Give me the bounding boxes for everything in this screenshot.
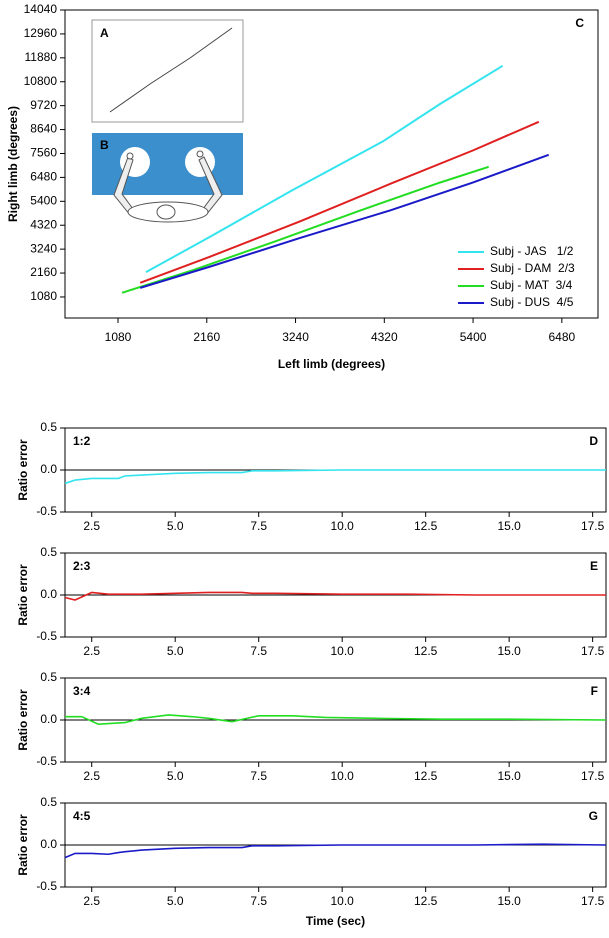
y-tick-label: 6480	[30, 170, 57, 184]
data-line	[64, 843, 607, 859]
x-tick-label: 7.5	[250, 894, 267, 908]
data-line	[65, 714, 607, 726]
inset-label: B	[100, 138, 109, 152]
y-tick-label: 8640	[30, 122, 57, 136]
panel-label: G	[589, 809, 598, 823]
y-tick-label: 2160	[30, 265, 57, 279]
legend-label: Subj - DUS 4/5	[490, 295, 574, 309]
x-tick-label: 4320	[371, 330, 398, 344]
x-tick-label: 2160	[193, 330, 220, 344]
inset-b-head	[156, 204, 176, 220]
y-tick-label: -0.5	[36, 754, 57, 768]
y-tick-label: 1080	[30, 289, 57, 303]
x-tick-label: 5.0	[167, 769, 184, 783]
y-tick-label: 3240	[30, 241, 57, 255]
x-tick-label: 7.5	[250, 519, 267, 533]
ratio-label: 1:2	[73, 434, 91, 448]
x-tick-label: 15.0	[497, 894, 521, 908]
y-tick-label: 0.5	[40, 670, 57, 684]
y-tick-label: 0.5	[40, 545, 57, 559]
y-axis-title: Ratio error	[16, 814, 30, 876]
x-tick-label: 10.0	[330, 519, 354, 533]
ratio-label: 2:3	[73, 559, 91, 573]
x-tick-label: 17.5	[581, 644, 605, 658]
x-tick-label: 1080	[105, 330, 132, 344]
data-line	[145, 64, 504, 274]
y-tick-label: 0.0	[40, 712, 57, 726]
inset-a-frame	[91, 19, 244, 123]
x-tick-label: 2.5	[83, 644, 100, 658]
data-line	[64, 469, 606, 485]
y-tick-label: 5400	[30, 193, 57, 207]
data-line	[64, 591, 606, 601]
plot-frame	[64, 9, 599, 319]
x-tick-label: 10.0	[330, 894, 354, 908]
y-tick-label: 4320	[30, 217, 57, 231]
y-tick-label: 7560	[30, 146, 57, 160]
ratio-label: 3:4	[73, 684, 91, 698]
panel-label: F	[591, 684, 598, 698]
y-tick-label: 14040	[24, 2, 58, 16]
x-tick-label: 15.0	[497, 769, 521, 783]
panel-label: C	[575, 16, 584, 30]
x-tick-label: 12.5	[414, 769, 438, 783]
x-axis-title: Time (sec)	[306, 914, 365, 928]
y-tick-label: 12960	[24, 26, 58, 40]
y-tick-label: 9720	[30, 98, 57, 112]
x-tick-label: 5400	[460, 330, 487, 344]
y-tick-label: -0.5	[36, 504, 57, 518]
y-axis-title: Right limb (degrees)	[6, 106, 20, 222]
x-tick-label: 2.5	[83, 769, 100, 783]
data-line	[139, 120, 540, 284]
x-tick-label: 17.5	[581, 769, 605, 783]
y-tick-label: 11880	[25, 50, 58, 64]
x-tick-label: 12.5	[414, 519, 438, 533]
x-tick-label: 5.0	[167, 644, 184, 658]
x-axis-title: Left limb (degrees)	[278, 357, 385, 371]
y-tick-label: 0.0	[40, 837, 57, 851]
ratio-label: 4:5	[73, 809, 91, 823]
x-tick-label: 3240	[282, 330, 309, 344]
x-tick-label: 7.5	[250, 644, 267, 658]
x-tick-label: 2.5	[83, 519, 100, 533]
inset-b-background	[92, 133, 243, 195]
y-tick-label: 0.0	[40, 587, 57, 601]
y-tick-label: -0.5	[36, 879, 57, 893]
legend-label: Subj - DAM 2/3	[490, 261, 575, 275]
x-tick-label: 12.5	[414, 894, 438, 908]
x-tick-label: 15.0	[497, 519, 521, 533]
x-tick-label: 6480	[548, 330, 575, 344]
inset-label: A	[100, 26, 109, 40]
inset-b-handle	[196, 150, 204, 158]
x-tick-label: 5.0	[167, 519, 184, 533]
y-tick-label: 0.5	[40, 420, 57, 434]
y-axis-title: Ratio error	[16, 689, 30, 751]
x-tick-label: 10.0	[330, 644, 354, 658]
legend-label: Subj - JAS 1/2	[490, 244, 574, 258]
data-line	[139, 153, 550, 289]
legend-label: Subj - MAT 3/4	[490, 278, 573, 292]
y-axis-title: Ratio error	[16, 564, 30, 626]
inset-b-handle	[126, 152, 134, 160]
y-tick-label: 0.0	[40, 462, 57, 476]
y-tick-label: -0.5	[36, 629, 57, 643]
x-tick-label: 12.5	[414, 644, 438, 658]
y-tick-label: 10800	[24, 74, 58, 88]
x-tick-label: 7.5	[250, 769, 267, 783]
data-line	[121, 165, 489, 294]
y-tick-label: 0.5	[40, 795, 57, 809]
x-tick-label: 17.5	[581, 519, 605, 533]
y-axis-title: Ratio error	[16, 439, 30, 501]
panel-label: E	[590, 559, 598, 573]
panel-label: D	[589, 434, 598, 448]
x-tick-label: 5.0	[167, 894, 184, 908]
x-tick-label: 15.0	[497, 644, 521, 658]
x-tick-label: 10.0	[330, 769, 354, 783]
x-tick-label: 17.5	[581, 894, 605, 908]
x-tick-label: 2.5	[83, 894, 100, 908]
inset-a-trace	[109, 27, 233, 113]
